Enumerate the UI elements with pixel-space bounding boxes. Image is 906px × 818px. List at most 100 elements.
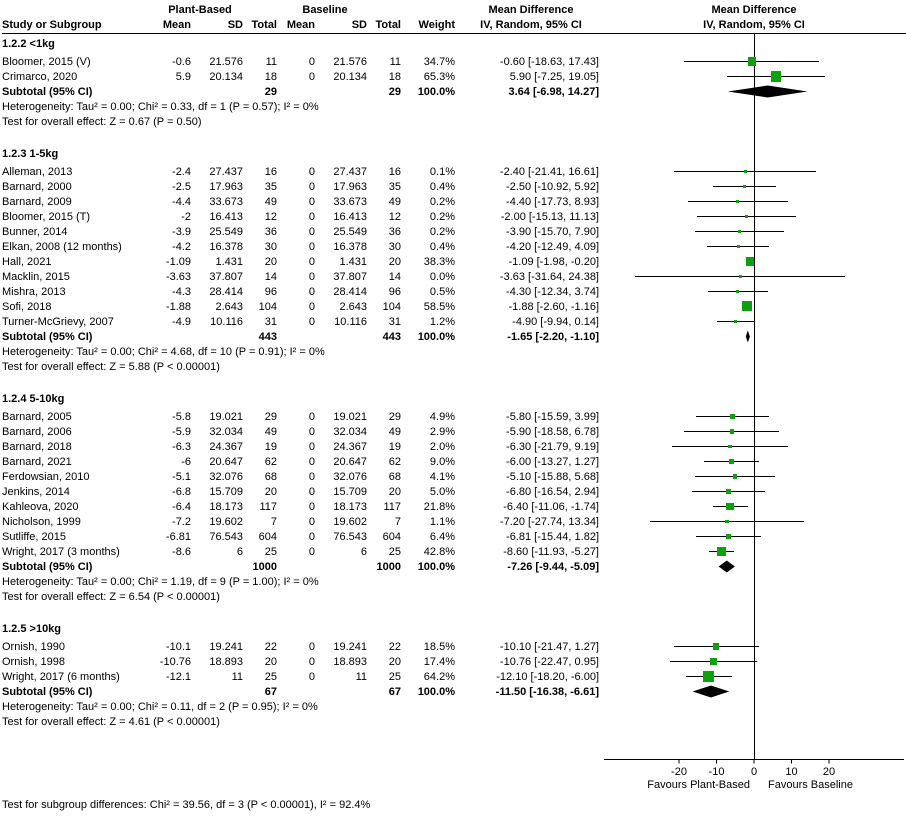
total-plant-value: 20: [264, 255, 277, 268]
mean-plant-value: -12.1: [165, 670, 191, 683]
baseline-group-header: Baseline: [302, 3, 348, 16]
header-row-groups: Plant-Based Baseline Mean Difference Mea…: [2, 2, 906, 17]
axis-tick-label: 10: [785, 766, 797, 778]
total-baseline-value: 30: [388, 240, 401, 253]
ci-text: -8.60 [-11.93, -5.27]: [503, 545, 599, 558]
subgroup-label: 1.2.2 <1kg: [2, 38, 55, 50]
sd-baseline-value: 19.602: [333, 515, 367, 528]
heterogeneity-text-row: Heterogeneity: Tau² = 0.00; Chi² = 0.33,…: [2, 99, 906, 114]
mean-plant-value: 5.9: [175, 70, 191, 83]
study-row: Ornish, 1990 -10.1 19.241 22 0 19.241 22 18.5% -…: [2, 639, 906, 654]
study-label: Mishra, 2013: [2, 285, 66, 298]
favours-left-label: Favours Plant-Based: [647, 779, 750, 791]
sd-plant-value: 27.437: [209, 165, 243, 178]
total-plant-value: 29: [264, 85, 277, 98]
effect-marker: [728, 444, 733, 449]
study-row: Bloomer, 2015 (V) -0.6 21.576 11 0 21.576 11 34…: [2, 54, 906, 69]
effect-marker: [736, 244, 740, 248]
subgroup-differences-text: Test for subgroup differences: Chi² = 39…: [2, 799, 371, 811]
total-plant-value: 67: [264, 685, 277, 698]
plot-area: [604, 284, 904, 299]
ci-text: -7.20 [-27.74, 13.34]: [499, 515, 599, 528]
plot-area: [604, 669, 904, 684]
effect-marker: [745, 215, 748, 218]
total-baseline-value: 49: [388, 425, 401, 438]
subgroup-label: 1.2.3 1-5kg: [2, 148, 59, 160]
subtotal-diamond: [727, 85, 808, 98]
plot-area: [604, 409, 904, 424]
ci-text: 3.64 [-6.98, 14.27]: [508, 85, 599, 98]
weight-value: 5.0%: [429, 485, 455, 498]
weight-value: 1.1%: [429, 515, 455, 528]
total-plant-value: 12: [264, 210, 277, 223]
md-plot-column-header: Mean Difference: [711, 3, 797, 16]
subtotal-label: Subtotal (95% CI): [2, 330, 93, 343]
sd-plant-value: 25.549: [209, 225, 243, 238]
heterogeneity-text: Heterogeneity: Tau² = 0.00; Chi² = 4.68,…: [2, 345, 325, 358]
heterogeneity-text: Heterogeneity: Tau² = 0.00; Chi² = 0.33,…: [2, 100, 319, 113]
axis-tick-label: 20: [823, 766, 835, 778]
total-plant-value: 604: [258, 530, 277, 543]
sd-baseline-value: 19.241: [333, 640, 367, 653]
weight-value: 38.3%: [423, 255, 455, 268]
weight-value: 0.4%: [429, 180, 455, 193]
effect-marker: [726, 502, 734, 511]
ci-text: -2.00 [-15.13, 11.13]: [500, 210, 599, 223]
mean-plant-value: -2: [181, 210, 191, 223]
plot-area: [604, 194, 904, 209]
effect-marker: [770, 71, 782, 82]
total-baseline-value: 25: [388, 670, 401, 683]
subtotal-diamond: [718, 560, 735, 573]
axis-row: -20 -10 0 10 20: [2, 759, 906, 779]
mean-plant-value: -5.8: [172, 410, 191, 423]
study-column-header: Study or Subgroup: [2, 19, 102, 31]
sd-baseline-value: 27.437: [333, 165, 367, 178]
mean-plant-value: -4.2: [172, 240, 191, 253]
total-baseline-value: 20: [388, 655, 401, 668]
total-plant-value: 20: [264, 485, 277, 498]
plot-area: [604, 359, 904, 374]
weight-value: 17.4%: [423, 655, 455, 668]
axis-tick-label: 0: [751, 766, 757, 778]
mean-baseline-header: Mean: [286, 19, 315, 31]
weight-value: 0.5%: [429, 285, 455, 298]
mean-baseline-value: 0: [308, 670, 315, 683]
total-plant-value: 22: [264, 640, 277, 653]
weight-value: 0.2%: [429, 225, 455, 238]
total-plant-value: 19: [264, 440, 277, 453]
study-row: Wright, 2017 (6 months) -12.1 11 25 0 11 25 64.…: [2, 669, 906, 684]
total-plant-value: 31: [264, 315, 277, 328]
effect-marker: [725, 519, 729, 524]
total-plant-value: 96: [264, 285, 277, 298]
total-plant-value: 49: [264, 195, 277, 208]
total-plant-header: Total: [251, 19, 277, 31]
study-label: Turner-McGrievy, 2007: [2, 315, 114, 328]
mean-plant-value: -6.8: [172, 485, 191, 498]
overall-effect-text: Test for overall effect: Z = 0.67 (P = 0…: [2, 115, 202, 128]
weight-value: 100.0%: [417, 560, 455, 573]
plot-area: [604, 114, 904, 129]
plot-area: [604, 84, 904, 99]
overall-effect-text-row: Test for overall effect: Z = 6.54 (P < 0…: [2, 589, 906, 604]
mean-plant-value: -2.4: [172, 165, 191, 178]
weight-value: 42.8%: [423, 545, 455, 558]
weight-value: 0.4%: [429, 240, 455, 253]
total-baseline-value: 22: [388, 640, 401, 653]
mean-plant-value: -2.5: [172, 180, 191, 193]
sd-baseline-value: 2.643: [339, 300, 367, 313]
ci-text: -11.50 [-16.38, -6.61]: [495, 685, 599, 698]
subgroup-header-row: 1.2.4 5-10kg: [2, 389, 906, 409]
subtotal-row: Subtotal (95% CI) 29 29 100.0% 3.64 [-6.98, …: [2, 84, 906, 99]
plot-area: [604, 239, 904, 254]
study-row: Barnard, 2005 -5.8 19.021 29 0 19.021 29 4.9% -5…: [2, 409, 906, 424]
total-baseline-value: 1000: [376, 560, 401, 573]
study-row: Nicholson, 1999 -7.2 19.602 7 0 19.602 7 1.1% -7…: [2, 514, 906, 529]
mean-baseline-value: 0: [308, 425, 315, 438]
total-baseline-value: 604: [382, 530, 401, 543]
mean-plant-value: -6.3: [172, 440, 191, 453]
ci-text: -1.88 [-2.60, -1.16]: [508, 300, 600, 313]
plot-area: [604, 424, 904, 439]
weight-value: 2.0%: [429, 440, 455, 453]
study-row: Ferdowsian, 2010 -5.1 32.076 68 0 32.076 68 4.1…: [2, 469, 906, 484]
sd-baseline-value: 18.893: [333, 655, 367, 668]
